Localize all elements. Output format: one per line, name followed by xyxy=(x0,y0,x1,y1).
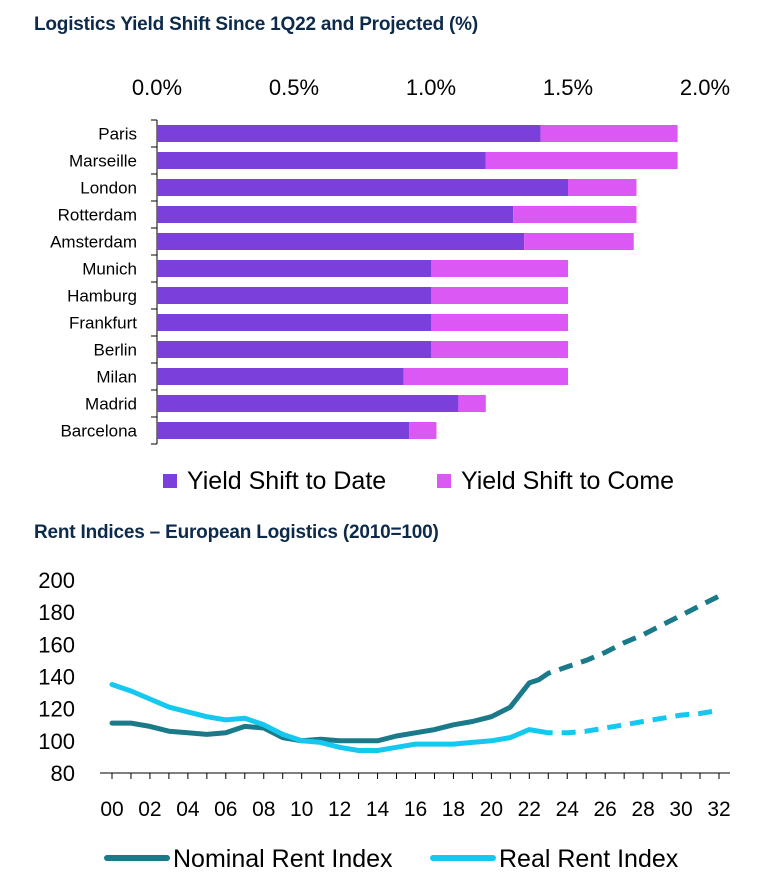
real-rent-index-line xyxy=(109,682,542,753)
bar-yield-shift-to-come xyxy=(540,125,678,142)
nominal-rent-index-line xyxy=(109,677,542,744)
bar-yield-shift-to-come xyxy=(458,395,486,412)
legend-label: Yield Shift to Date xyxy=(187,467,386,495)
y-tick-label: 200 xyxy=(38,568,75,593)
x-tick-label: 0.0% xyxy=(132,75,182,100)
yield-chart-title: Logistics Yield Shift Since 1Q22 and Pro… xyxy=(34,14,479,35)
x-tick-label: 10 xyxy=(290,798,313,821)
x-tick-label: 12 xyxy=(328,798,351,821)
rent-indices-chart: 200 180 160 140 120 100 80 00 02 04 06 08 10 12 14 16 18… xyxy=(38,568,730,873)
category-label: Munich xyxy=(82,260,137,279)
legend-label: Real Rent Index xyxy=(499,845,679,873)
bar-yield-shift-to-date xyxy=(157,233,525,250)
category-label: Barcelona xyxy=(60,422,137,441)
category-label: Frankfurt xyxy=(69,314,137,333)
x-tick-label: 2.0% xyxy=(680,75,730,100)
bar-yield-shift-to-come xyxy=(513,206,637,223)
bar-yield-shift-to-date xyxy=(157,152,486,169)
x-tick-label: 30 xyxy=(669,798,692,821)
real-rent-index-projection-line xyxy=(538,707,720,736)
y-tick-label: 80 xyxy=(51,761,75,786)
x-tick-label: 06 xyxy=(214,798,237,821)
category-label: Paris xyxy=(98,125,137,144)
bar-yield-shift-to-come xyxy=(403,368,568,385)
category-label: Rotterdam xyxy=(58,206,137,225)
y-tick-label: 100 xyxy=(38,729,75,754)
x-tick-label: 02 xyxy=(138,798,161,821)
category-label: Berlin xyxy=(94,341,137,360)
rent-chart-title: Rent Indices – European Logistics (2010=… xyxy=(34,522,439,543)
x-tick-label: 32 xyxy=(707,798,730,821)
x-tick-label: 14 xyxy=(366,798,390,821)
x-tick-label: 0.5% xyxy=(269,75,319,100)
nominal-rent-index-projection-line xyxy=(537,593,721,682)
category-label: Hamburg xyxy=(67,287,137,306)
bar-yield-shift-to-come xyxy=(409,422,437,439)
category-label: London xyxy=(80,179,137,198)
bar-yield-shift-to-date xyxy=(157,395,459,412)
y-tick-label: 120 xyxy=(38,697,75,722)
yield-shift-chart: 0.0% 0.5% 1.0% 1.5% 2.0% Paris Marseille London… xyxy=(50,75,730,495)
bar-yield-shift-to-come xyxy=(485,152,678,169)
bar-yield-shift-to-date xyxy=(157,422,410,439)
x-tick-label: 22 xyxy=(518,798,541,821)
y-tick-label: 180 xyxy=(38,600,75,625)
bar-yield-shift-to-come xyxy=(568,179,637,196)
x-tick-label: 1.5% xyxy=(543,75,593,100)
bar-yield-shift-to-date xyxy=(157,179,568,196)
bar-yield-shift-to-date xyxy=(157,206,514,223)
x-tick-label: 16 xyxy=(404,798,427,821)
legend-label: Nominal Rent Index xyxy=(173,845,393,873)
x-tick-label: 24 xyxy=(556,798,580,821)
x-tick-label: 26 xyxy=(594,798,617,821)
x-tick-label: 04 xyxy=(176,798,200,821)
legend-swatch xyxy=(163,474,177,488)
category-label: Amsterdam xyxy=(50,233,137,252)
bar-yield-shift-to-come xyxy=(431,314,568,331)
y-tick-label: 140 xyxy=(38,665,75,690)
category-label: Marseille xyxy=(69,152,137,171)
x-tick-label: 08 xyxy=(252,798,275,821)
x-tick-label: 1.0% xyxy=(406,75,456,100)
bar-yield-shift-to-come xyxy=(431,260,568,277)
legend-label: Yield Shift to Come xyxy=(461,467,674,495)
x-tick-label: 18 xyxy=(442,798,465,821)
bar-yield-shift-to-come xyxy=(431,341,568,358)
x-tick-label: 28 xyxy=(631,798,654,821)
x-tick-label: 20 xyxy=(480,798,503,821)
legend-swatch xyxy=(437,474,451,488)
bar-yield-shift-to-come xyxy=(524,233,634,250)
bar-yield-shift-to-date xyxy=(157,314,431,331)
bar-yield-shift-to-come xyxy=(431,287,568,304)
bar-yield-shift-to-date xyxy=(157,260,431,277)
bar-yield-shift-to-date xyxy=(157,368,404,385)
bar-yield-shift-to-date xyxy=(157,341,431,358)
bar-yield-shift-to-date xyxy=(157,125,541,142)
x-tick-label: 00 xyxy=(100,798,123,821)
y-tick-label: 160 xyxy=(38,632,75,657)
bar-yield-shift-to-date xyxy=(157,287,431,304)
category-label: Madrid xyxy=(85,395,137,414)
category-label: Milan xyxy=(96,368,137,387)
